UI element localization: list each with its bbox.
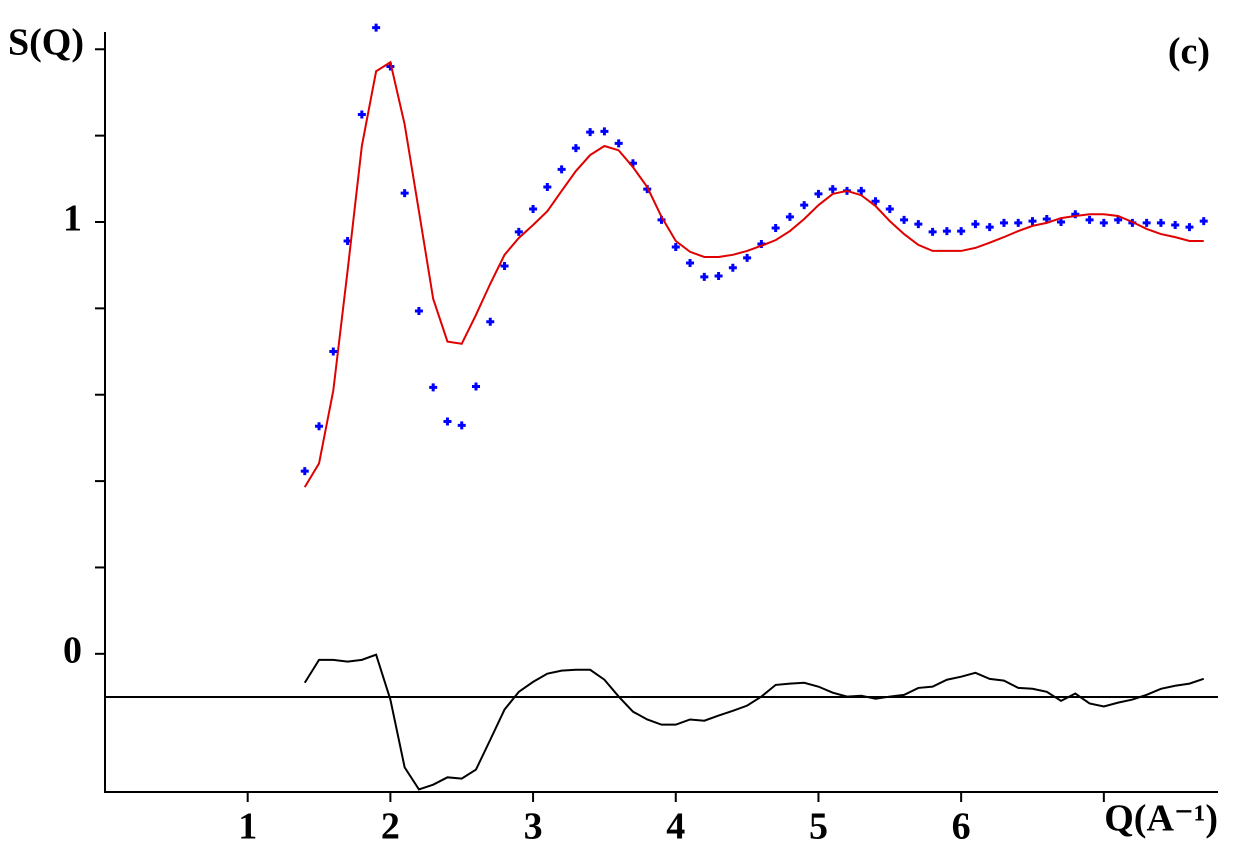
data-point	[714, 271, 723, 280]
data-point	[771, 224, 780, 233]
data-point	[372, 23, 381, 32]
data-point	[414, 306, 423, 315]
data-point	[1142, 218, 1151, 227]
data-point	[671, 243, 680, 252]
data-point	[315, 422, 324, 431]
data-point	[400, 189, 409, 198]
data-point	[814, 189, 823, 198]
x-tick-label: 6	[952, 806, 971, 848]
data-point	[457, 421, 466, 430]
data-point	[529, 205, 538, 214]
x-tick-label: 3	[524, 806, 543, 848]
data-point	[1014, 218, 1023, 227]
data-point	[700, 272, 709, 281]
x-tick-label: 2	[381, 806, 400, 848]
data-line	[303, 653, 1205, 791]
data-point	[557, 165, 566, 174]
data-point	[586, 128, 595, 137]
data-point	[429, 383, 438, 392]
data-line	[303, 60, 1204, 488]
data-point	[1028, 217, 1037, 226]
data-point	[1185, 223, 1194, 232]
data-point	[300, 467, 309, 476]
data-point	[828, 185, 837, 194]
data-point	[600, 127, 609, 136]
data-point	[486, 317, 495, 326]
x-tick-label: 5	[809, 806, 828, 848]
data-point	[985, 223, 994, 232]
y-tick-label: 0	[63, 630, 82, 672]
data-point	[1099, 218, 1108, 227]
data-point	[999, 218, 1008, 227]
data-point	[1171, 221, 1180, 230]
y-axis-label: S(Q)	[8, 22, 84, 64]
y-tick-label: 1	[63, 198, 82, 240]
data-point	[514, 227, 523, 236]
data-point	[357, 110, 366, 119]
data-point	[743, 253, 752, 262]
data-point	[914, 220, 923, 229]
data-point	[1057, 218, 1066, 226]
data-point	[900, 215, 909, 224]
data-point	[957, 227, 966, 236]
data-point	[728, 263, 737, 272]
data-point	[971, 220, 980, 229]
data-point	[800, 201, 809, 210]
data-point	[857, 186, 866, 195]
annotation: (c)	[1168, 31, 1210, 73]
x-axis-label: Q(A⁻¹)	[1104, 798, 1218, 840]
data-point	[329, 347, 338, 356]
x-tick-label: 4	[666, 806, 685, 848]
data-point	[1114, 215, 1123, 224]
data-point	[571, 144, 580, 153]
data-point	[500, 262, 509, 271]
data-point	[885, 205, 894, 214]
data-point	[1085, 215, 1094, 224]
data-point	[1042, 214, 1051, 223]
data-point	[871, 197, 880, 206]
data-point	[928, 227, 937, 236]
data-point	[1156, 218, 1165, 227]
data-point	[1199, 217, 1208, 226]
data-point	[443, 417, 452, 426]
data-point	[614, 139, 623, 148]
data-point	[543, 183, 552, 192]
data-point	[686, 259, 695, 268]
data-point	[785, 212, 794, 221]
x-tick-label: 1	[238, 806, 257, 848]
data-point	[942, 227, 951, 236]
data-point	[472, 382, 480, 391]
